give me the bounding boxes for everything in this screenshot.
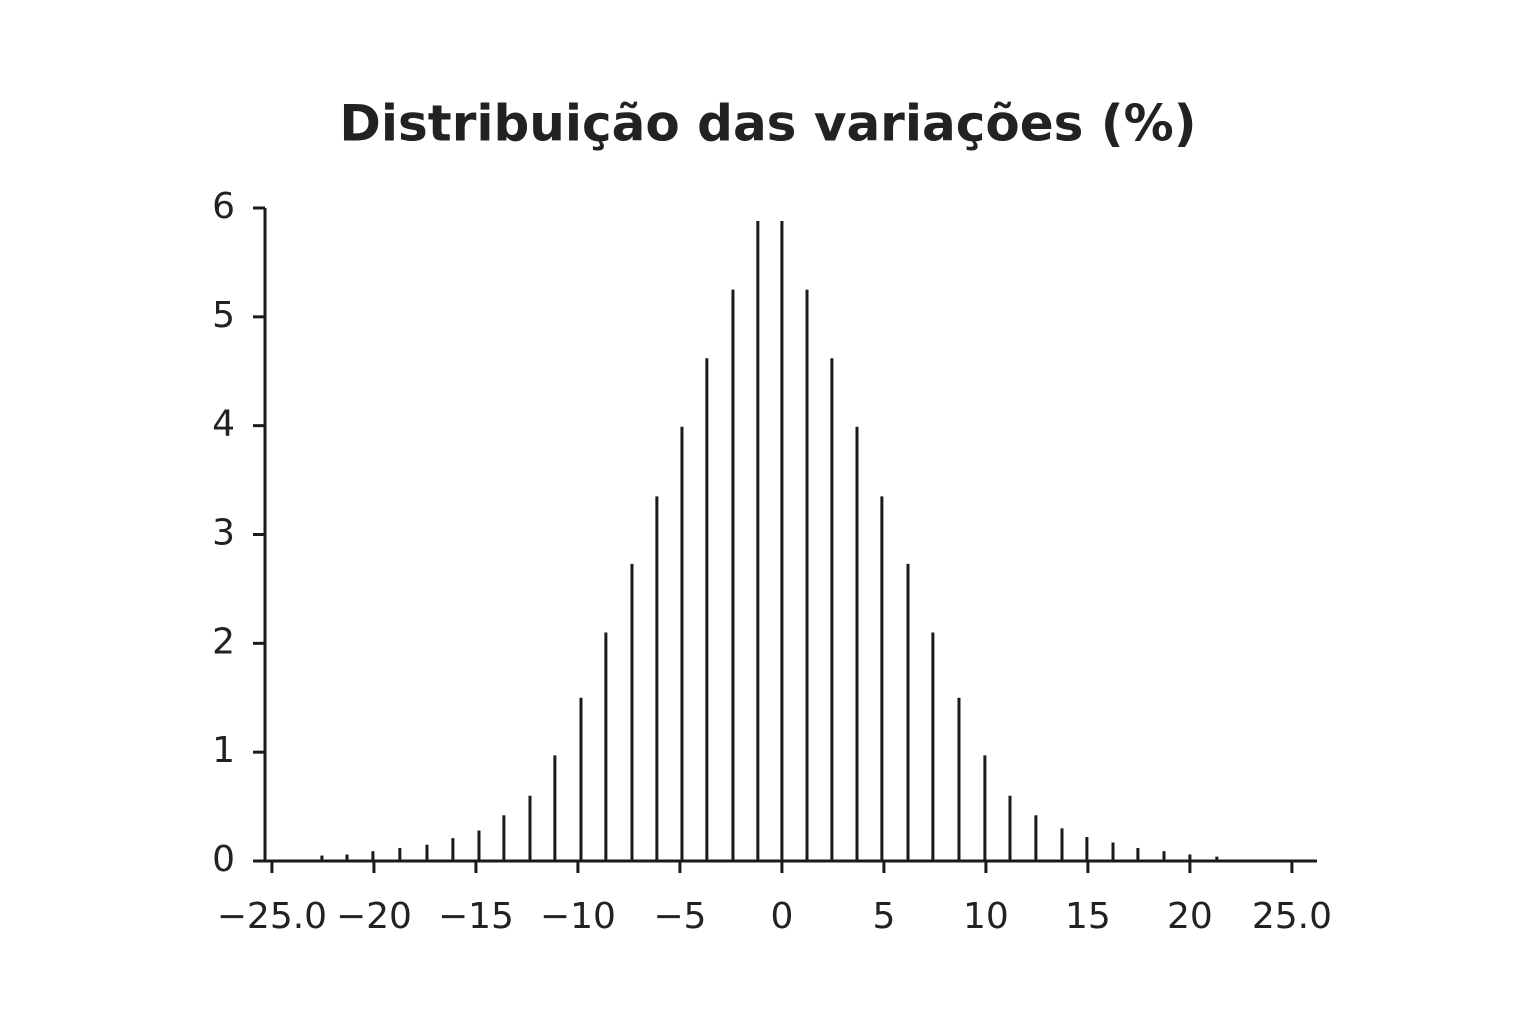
y-tick-label: 5 [212, 295, 235, 336]
x-tick-label: −20 [336, 896, 412, 937]
chart-title: Distribuição das variações (%) [339, 95, 1196, 153]
y-tick-label: 0 [212, 839, 235, 880]
x-tick-label: 0 [770, 896, 793, 937]
x-tick-label: −10 [540, 896, 616, 937]
x-tick-label: 10 [963, 896, 1009, 937]
y-tick-label: 3 [212, 513, 235, 554]
y-tick-label: 1 [212, 730, 235, 771]
y-tick-label: 4 [212, 404, 235, 445]
x-tick-label: −5 [653, 896, 706, 937]
x-tick-label: −25.0 [217, 896, 327, 937]
x-tick-label: 20 [1167, 896, 1213, 937]
x-tick-label: −15 [438, 896, 514, 937]
x-tick-label: 25.0 [1252, 896, 1332, 937]
y-tick-label: 6 [212, 186, 235, 227]
x-tick-label: 15 [1065, 896, 1111, 937]
x-tick-label: 5 [872, 896, 895, 937]
y-tick-label: 2 [212, 621, 235, 662]
